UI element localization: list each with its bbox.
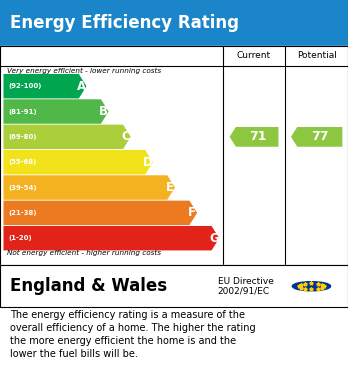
Text: England & Wales: England & Wales	[10, 277, 168, 295]
Text: Potential: Potential	[297, 52, 337, 61]
Text: (55-68): (55-68)	[9, 159, 37, 165]
Polygon shape	[3, 99, 109, 124]
Text: EU Directive
2002/91/EC: EU Directive 2002/91/EC	[218, 276, 274, 296]
Ellipse shape	[292, 282, 331, 291]
Text: Energy Efficiency Rating: Energy Efficiency Rating	[10, 14, 239, 32]
Text: (21-38): (21-38)	[9, 210, 37, 216]
Text: (92-100): (92-100)	[9, 83, 42, 89]
Polygon shape	[3, 150, 153, 174]
Text: (81-91): (81-91)	[9, 109, 37, 115]
Polygon shape	[3, 226, 219, 250]
Text: Not energy efficient - higher running costs: Not energy efficient - higher running co…	[7, 250, 161, 256]
Text: 77: 77	[311, 130, 329, 143]
Text: Current: Current	[237, 52, 271, 61]
Text: 71: 71	[249, 130, 267, 143]
Text: The energy efficiency rating is a measure of the
overall efficiency of a home. T: The energy efficiency rating is a measur…	[10, 310, 256, 359]
Text: (69-80): (69-80)	[9, 134, 37, 140]
Polygon shape	[3, 125, 131, 149]
Text: F: F	[188, 206, 196, 219]
Polygon shape	[3, 201, 197, 225]
Text: Very energy efficient - lower running costs: Very energy efficient - lower running co…	[7, 68, 161, 74]
Polygon shape	[3, 74, 86, 99]
Text: (39-54): (39-54)	[9, 185, 37, 190]
Text: G: G	[209, 232, 219, 245]
Text: B: B	[99, 105, 108, 118]
Text: E: E	[166, 181, 174, 194]
Polygon shape	[3, 175, 175, 200]
Text: D: D	[143, 156, 152, 169]
Text: C: C	[121, 130, 130, 143]
Polygon shape	[291, 127, 342, 147]
Text: (1-20): (1-20)	[9, 235, 32, 241]
Polygon shape	[230, 127, 278, 147]
Text: A: A	[77, 80, 86, 93]
